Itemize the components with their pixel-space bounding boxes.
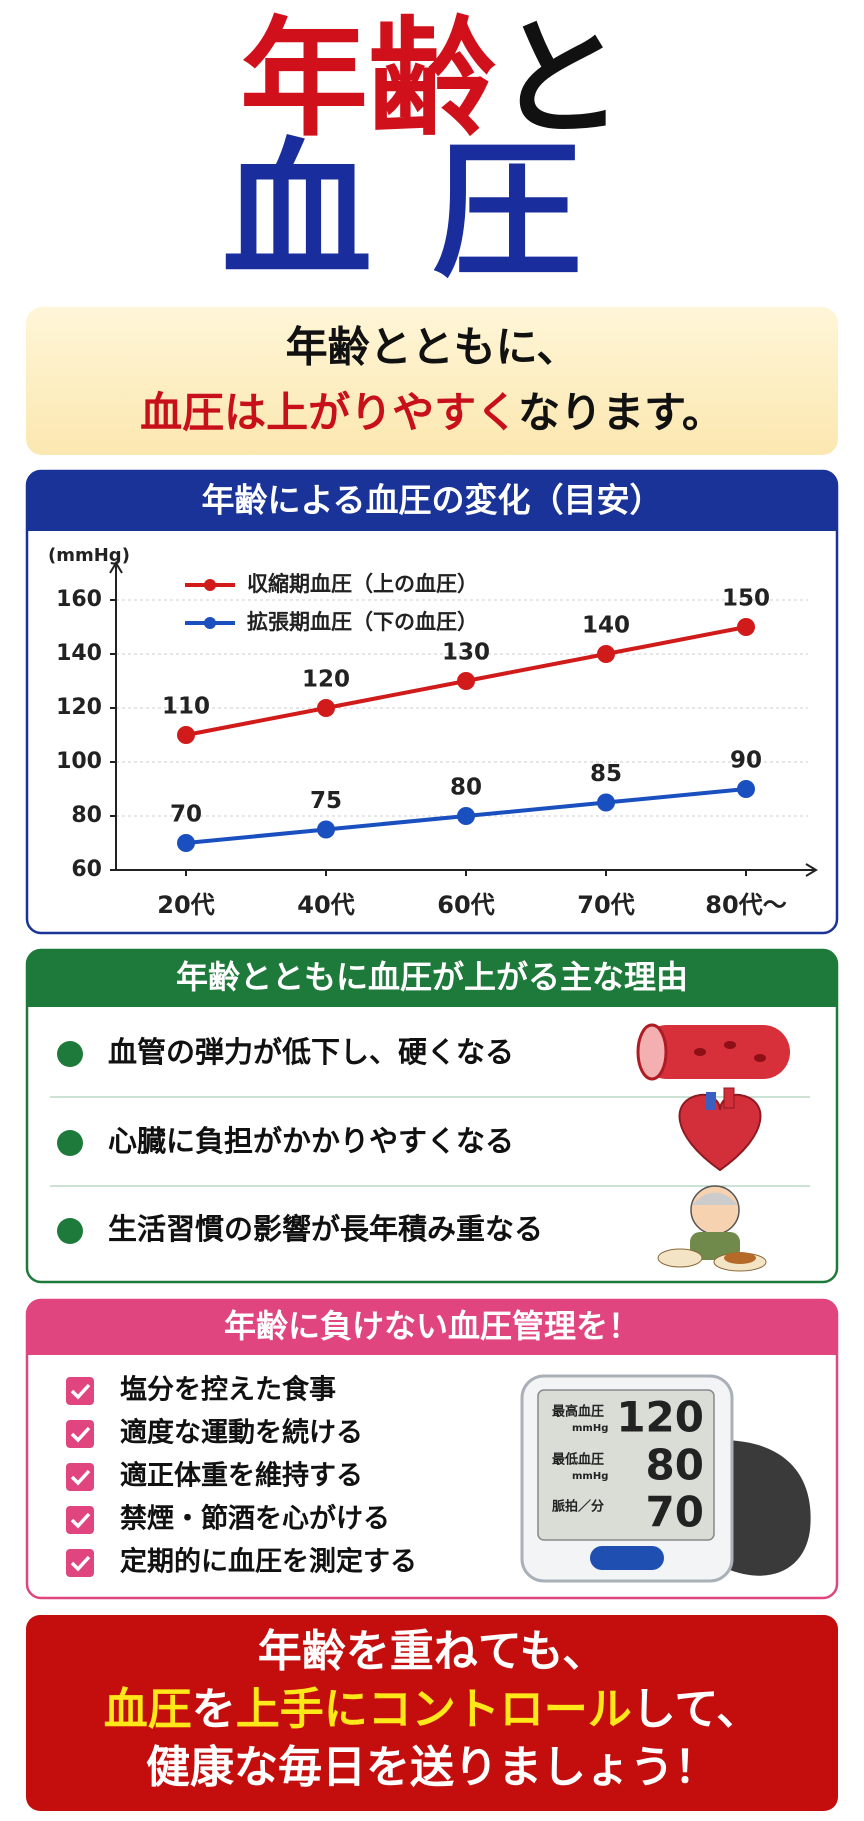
title-red: 年齢: [240, 5, 496, 154]
data-label: 90: [730, 748, 762, 774]
management-item: 禁煙・節酒を心がける: [120, 1503, 390, 1535]
data-label: 140: [582, 613, 630, 639]
reason-item: 血管の弾力が低下し、硬くなる: [108, 1035, 514, 1069]
monitor-label: 最低血圧: [552, 1452, 604, 1468]
legend-label: 収縮期血圧（上の血圧）: [247, 572, 478, 596]
main-title-line2: 血圧: [222, 125, 642, 299]
y-axis-label: (mmHg): [48, 545, 130, 566]
monitor-label: 脈拍／分: [552, 1499, 604, 1515]
y-axis: [109, 561, 123, 870]
data-point: [597, 793, 615, 812]
plot: 60 80 100 120 140 160 20代 40代 60代 70代 80代～ 110 120 13…: [56, 561, 818, 919]
data-point: [177, 834, 195, 852]
reasons-list: 血管の弾力が低下し、硬くなる心臓に負担がかかりやすくなる生活習慣の影響が長年積み…: [57, 1035, 543, 1246]
data-point: [317, 699, 335, 717]
headline-line2: 血圧は上がりやすくなります。: [140, 388, 724, 437]
checkbox: [66, 1420, 94, 1448]
data-point: [317, 820, 335, 839]
checkmark: [70, 1555, 91, 1572]
checkmark: [70, 1469, 91, 1486]
data-point: [737, 618, 755, 636]
management-item: 塩分を控えた食事: [120, 1374, 336, 1406]
bullet: [57, 1130, 83, 1156]
y-tick-label: 100: [56, 749, 102, 774]
management-item: 定期的に血圧を測定する: [120, 1546, 417, 1578]
x-tick-label: 80代～: [705, 891, 786, 919]
data-point: [457, 807, 475, 825]
checkmark: [70, 1512, 91, 1529]
legend-dot: [204, 617, 216, 629]
elder-illustration: [657, 1185, 767, 1272]
closing-yellow: 上手にコントロール: [236, 1684, 632, 1735]
data-label: 110: [162, 694, 210, 720]
heart-illustration: [678, 1087, 762, 1172]
reasons-title: 年齢とともに血圧が上がる主な理由: [176, 958, 688, 996]
data-point: [737, 780, 755, 798]
checkmark: [70, 1426, 91, 1443]
checkbox: [66, 1463, 94, 1491]
closing-yellow: 血圧: [104, 1684, 192, 1735]
headline-black: なります。: [518, 388, 724, 437]
monitor-unit: mmHg: [572, 1423, 608, 1434]
y-tick-label: 140: [56, 641, 102, 666]
headline-line1: 年齢とともに、: [286, 323, 579, 372]
x-tick-label: 60代: [437, 891, 494, 919]
management-item: 適度な運動を続ける: [120, 1417, 363, 1449]
legend-label: 拡張期血圧（下の血圧）: [247, 610, 478, 634]
data-label: 130: [442, 640, 490, 666]
chart-title: 年齢による血圧の変化（目安）: [201, 481, 662, 520]
reason-item: 心臓に負担がかかりやすくなる: [108, 1124, 514, 1158]
data-label: 75: [310, 788, 342, 814]
management-header: [27, 1300, 837, 1355]
data-point: [177, 726, 195, 744]
data-label: 120: [302, 667, 350, 693]
management-title: 年齢に負けない血圧管理を！: [224, 1307, 640, 1345]
monitor-reading: 70: [646, 1488, 704, 1537]
title-black: と: [496, 5, 624, 154]
closing-line2: 血圧を上手にコントロールして、: [104, 1684, 760, 1735]
data-label: 150: [722, 586, 770, 612]
monitor-reading: 80: [646, 1441, 704, 1490]
monitor-label: 最高血圧: [552, 1404, 604, 1420]
y-tick-label: 160: [56, 587, 102, 612]
reason-item: 生活習慣の影響が長年積み重なる: [108, 1212, 543, 1246]
chart-header: [27, 471, 837, 531]
main-title-line1: 年齢と: [240, 5, 624, 154]
closing-box: [26, 1615, 838, 1811]
x-tick-label: 40代: [297, 891, 354, 919]
checkmark: [70, 1383, 91, 1400]
y-tick-label: 80: [71, 803, 102, 828]
headline-red: 血圧は上がりやすく: [140, 388, 518, 437]
checkbox: [66, 1549, 94, 1577]
data-point: [597, 645, 615, 663]
checkbox: [66, 1506, 94, 1534]
x-tick-label: 70代: [577, 891, 634, 919]
monitor-illustration: 最高血圧 mmHg 120 最低血圧 mmHg 80 脈拍／分 70: [520, 1374, 811, 1583]
data-label: 80: [450, 775, 482, 801]
bullet: [57, 1218, 83, 1244]
y-tick-label: 60: [71, 857, 102, 882]
closing-white: を: [192, 1684, 236, 1735]
management-item: 適正体重を維持する: [120, 1460, 363, 1492]
headline-box: [26, 307, 838, 455]
closing-line3: 健康な毎日を送りましょう！: [146, 1742, 718, 1793]
chart-panel: [25, 469, 839, 935]
checkbox: [66, 1377, 94, 1405]
legend-dot: [204, 579, 216, 591]
vessel-illustration: [636, 1023, 790, 1081]
y-tick-label: 120: [56, 695, 102, 720]
reasons-header: [27, 950, 837, 1007]
bullet: [57, 1041, 83, 1067]
management-list: 塩分を控えた食事適度な運動を続ける適正体重を維持する禁煙・節酒を心がける定期的に…: [66, 1374, 417, 1578]
data-label: 85: [590, 761, 622, 787]
x-tick-label: 20代: [157, 891, 214, 919]
monitor-unit: mmHg: [572, 1471, 608, 1482]
data-label: 70: [170, 802, 202, 828]
closing-line1: 年齢を重ねても、: [258, 1626, 606, 1677]
monitor-reading: 120: [616, 1393, 704, 1442]
data-point: [457, 672, 475, 690]
closing-white: して、: [632, 1684, 760, 1735]
